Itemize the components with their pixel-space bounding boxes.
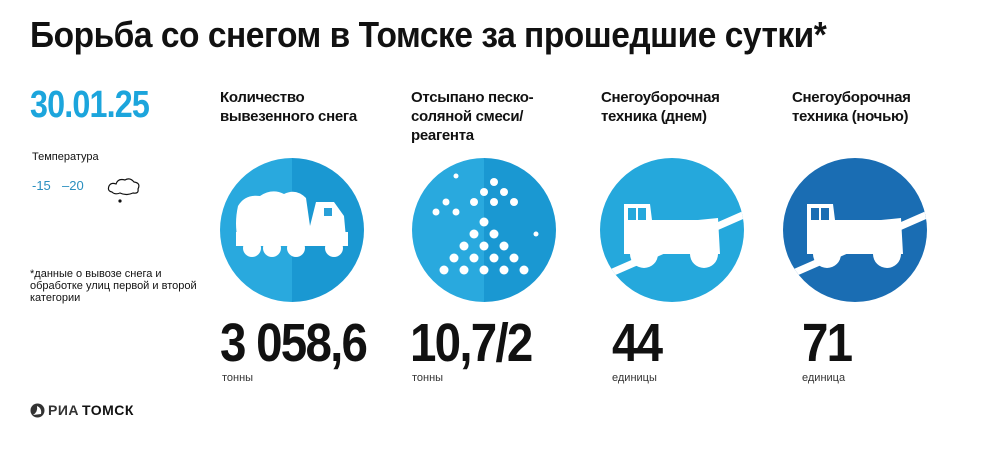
temperature-night: –20 xyxy=(62,178,84,193)
dump-truck-icon xyxy=(236,191,348,257)
stat-heading-equipment-day: Снегоуборочная техника (днем) xyxy=(601,89,720,125)
temperature-day: -15 xyxy=(32,178,51,193)
logo-ria: РИА xyxy=(48,402,80,418)
stat-value-equipment-day: 44 xyxy=(612,313,663,373)
snow-plow-icon xyxy=(783,204,927,282)
cloud-snow-icon xyxy=(107,178,140,203)
stat-heading-snow-removed: Количество вывезенного снега xyxy=(220,89,357,125)
stat-circle-equipment-night xyxy=(783,158,927,302)
temperature-label: Температура xyxy=(32,151,99,163)
stat-circle-snow-removed xyxy=(220,158,364,302)
page-title: Борьба со снегом в Томске за прошедшие с… xyxy=(30,14,827,55)
snow-plow-icon xyxy=(600,204,744,282)
logo: РИА ТОМСК xyxy=(30,402,134,418)
stat-unit-equipment-night: единица xyxy=(802,372,846,384)
sand-dots-icon xyxy=(432,173,539,275)
date: 30.01.25 xyxy=(30,84,150,126)
footnote: *данные о вывозе снега и обработке улиц … xyxy=(30,268,197,304)
stat-circle-equipment-day xyxy=(600,158,744,302)
stat-circle-sand-salt xyxy=(412,158,556,302)
stat-unit-snow-removed: тонны xyxy=(222,372,254,384)
stat-unit-sand-salt: тонны xyxy=(412,372,444,384)
ria-logo-icon xyxy=(30,403,45,417)
stat-value-sand-salt: 10,7/2 xyxy=(410,313,533,373)
stat-heading-equipment-night: Снегоуборочная техника (ночью) xyxy=(792,89,911,125)
stat-value-equipment-night: 71 xyxy=(802,313,853,373)
logo-tomsk: ТОМСК xyxy=(82,402,134,418)
stat-unit-equipment-day: единицы xyxy=(612,372,657,384)
stat-heading-sand-salt: Отсыпано песко-соляной смеси/реагента xyxy=(411,89,534,144)
stat-value-snow-removed: 3 058,6 xyxy=(220,313,368,373)
